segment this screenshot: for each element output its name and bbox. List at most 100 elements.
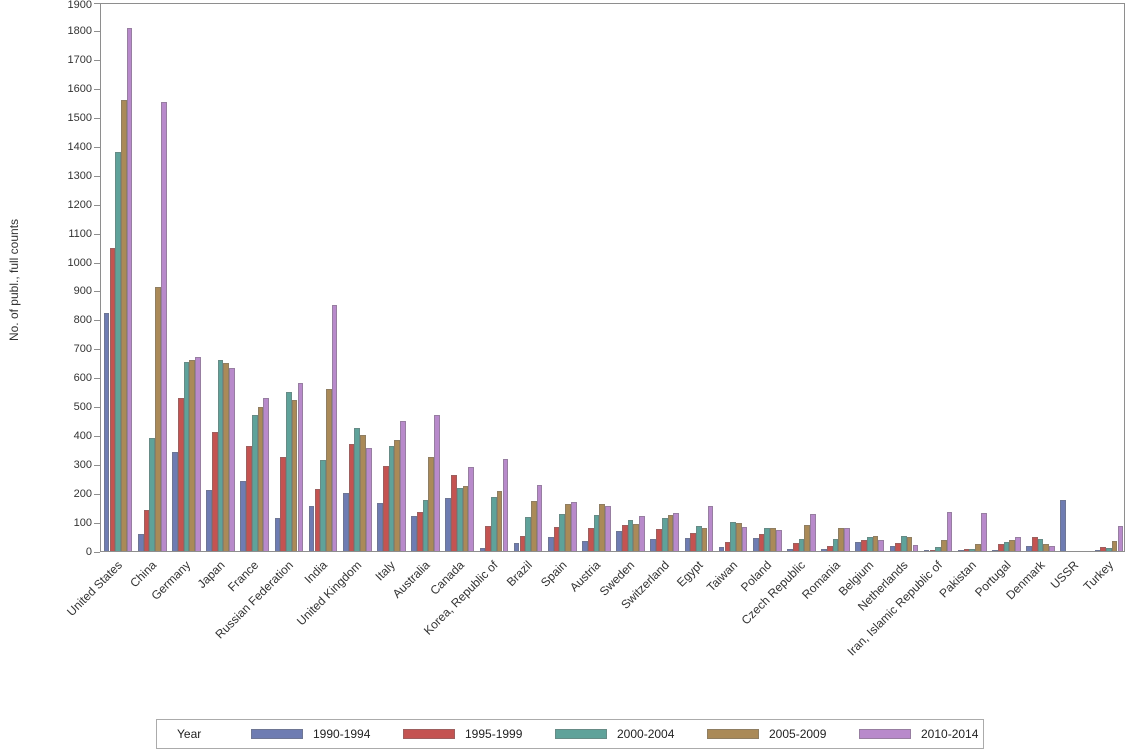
- bar-japan-2000-2004: [217, 360, 224, 551]
- bar-austria-2010-2014: [605, 505, 611, 551]
- legend-entry-2000-2004: 2000-2004: [555, 727, 679, 741]
- bar-austria-2000-2004: [593, 515, 600, 551]
- bar-taiwan-2010-2014: [741, 526, 748, 551]
- x-tick-label-text: India: [301, 558, 330, 587]
- bar-netherlands-2010-2014: [912, 544, 919, 551]
- bar-sweden-2000-2004: [627, 519, 634, 551]
- bar-poland-1995-1999: [758, 534, 765, 551]
- legend-swatch-1990-1994: [251, 729, 303, 739]
- bar-austria-1990-1994: [582, 540, 588, 551]
- bar-switzerland-2005-2009: [667, 515, 674, 551]
- bar-czech-republic-2005-2009: [804, 524, 810, 551]
- bar-australia-1990-1994: [411, 516, 417, 551]
- bar-japan-2010-2014: [229, 367, 235, 551]
- bar-france-1995-1999: [246, 445, 252, 551]
- bar-turkey-2010-2014: [1117, 525, 1124, 551]
- bar-switzerland-1990-1994: [650, 539, 657, 551]
- legend-entry-2005-2009: 2005-2009: [707, 727, 831, 741]
- x-tick-label-text: Korea, Republic of: [421, 558, 501, 638]
- bar-iran-islamic-republic-of-2000-2004: [935, 547, 941, 551]
- bar-japan-1995-1999: [212, 431, 218, 551]
- bar-brazil-1990-1994: [513, 543, 520, 551]
- bar-netherlands-1995-1999: [895, 542, 902, 551]
- bar-spain-1990-1994: [547, 536, 554, 551]
- bar-japan-2005-2009: [223, 363, 230, 551]
- bar-austria-1995-1999: [587, 528, 594, 551]
- y-axis-title: No. of publ., full counts: [7, 218, 21, 342]
- bar-china-2000-2004: [149, 438, 156, 551]
- bar-germany-1990-1994: [172, 451, 178, 551]
- bar-pakistan-2000-2004: [969, 548, 976, 551]
- bar-denmark-1995-1999: [1032, 536, 1038, 551]
- bar-sweden-2010-2014: [639, 516, 645, 551]
- bar-czech-republic-1995-1999: [792, 542, 799, 551]
- bar-portugal-2010-2014: [1015, 536, 1021, 551]
- bar-belgium-2000-2004: [866, 536, 873, 551]
- bar-romania-1990-1994: [821, 549, 827, 551]
- bar-iran-islamic-republic-of-2005-2009: [940, 540, 947, 551]
- bar-australia-2000-2004: [422, 499, 429, 551]
- bar-canada-2005-2009: [462, 485, 469, 551]
- bar-poland-1990-1994: [752, 538, 759, 551]
- x-tick-label-text: Germany: [148, 558, 194, 603]
- bar-czech-republic-1990-1994: [787, 548, 793, 551]
- bar-czech-republic-2010-2014: [810, 514, 816, 551]
- bar-united-states-1990-1994: [103, 312, 110, 551]
- legend-swatch-2005-2009: [707, 729, 759, 739]
- x-tick-label-text: Australia: [389, 558, 433, 601]
- bar-korea-republic-of-2005-2009: [496, 490, 503, 551]
- bar-italy-1995-1999: [382, 465, 389, 551]
- plot-area: [100, 3, 1125, 552]
- x-tick-label-text: Romania: [798, 558, 843, 602]
- bar-india-1990-1994: [308, 506, 315, 551]
- bar-australia-1995-1999: [417, 512, 423, 551]
- bar-germany-2010-2014: [195, 357, 201, 551]
- bar-portugal-2005-2009: [1009, 540, 1015, 551]
- bar-china-2010-2014: [160, 101, 167, 551]
- bar-romania-2010-2014: [844, 527, 850, 551]
- x-tick-label-text: Netherlands: [855, 558, 911, 614]
- bar-egypt-2010-2014: [707, 506, 714, 551]
- x-tick-label-text: Taiwan: [703, 558, 740, 595]
- y-tick-label-600: 600: [73, 372, 92, 385]
- bar-portugal-2000-2004: [1003, 542, 1010, 551]
- x-tick-label-text: Sweden: [596, 558, 638, 599]
- legend-entry-2010-2014: 2010-2014: [859, 727, 983, 741]
- bar-czech-republic-2000-2004: [798, 538, 805, 551]
- bar-italy-1990-1994: [377, 503, 383, 551]
- bar-denmark-2000-2004: [1037, 539, 1044, 551]
- legend: Year 1990-1994 1995-1999 2000-2004 2005-200…: [156, 719, 984, 749]
- y-tick-label-1400: 1400: [67, 141, 92, 153]
- legend-entry-1990-1994: 1990-1994: [251, 727, 375, 741]
- y-tick-label-1600: 1600: [67, 83, 92, 96]
- x-tick-label-text: United States: [64, 558, 125, 619]
- bar-united-kingdom-2000-2004: [354, 428, 361, 551]
- bar-turkey-1990-1994: [1094, 550, 1101, 551]
- bar-russian-federation-2000-2004: [286, 392, 292, 551]
- bar-iran-islamic-republic-of-1990-1994: [923, 550, 930, 551]
- x-tick-label-text: Canada: [426, 558, 467, 598]
- x-tick-label-text: United Kingdom: [293, 558, 365, 629]
- x-tick-label-text: Turkey: [1080, 558, 1116, 594]
- x-tick-label-text: Brazil: [503, 558, 535, 590]
- bar-india-2005-2009: [325, 389, 332, 551]
- bar-belgium-1995-1999: [861, 540, 867, 551]
- bar-portugal-1990-1994: [992, 549, 998, 551]
- y-tick-label-300: 300: [73, 458, 92, 471]
- bar-ussr-1990-1994: [1060, 500, 1067, 551]
- y-tick-label-1900: 1900: [67, 0, 92, 11]
- bar-france-2000-2004: [251, 414, 258, 551]
- bar-korea-republic-of-1990-1994: [479, 547, 486, 551]
- y-tick-label-400: 400: [73, 429, 92, 442]
- bar-egypt-1990-1994: [684, 538, 691, 551]
- bar-pakistan-1990-1994: [957, 550, 964, 551]
- x-tick-label-text: Spain: [537, 558, 570, 590]
- bar-canada-2000-2004: [456, 488, 463, 551]
- bar-sweden-1995-1999: [622, 525, 628, 551]
- legend-label-2005-2009: 2005-2009: [769, 727, 827, 741]
- bar-turkey-2000-2004: [1106, 548, 1112, 551]
- y-tick-label-1300: 1300: [67, 169, 92, 182]
- bar-australia-2010-2014: [434, 415, 440, 551]
- bar-egypt-1995-1999: [690, 533, 697, 551]
